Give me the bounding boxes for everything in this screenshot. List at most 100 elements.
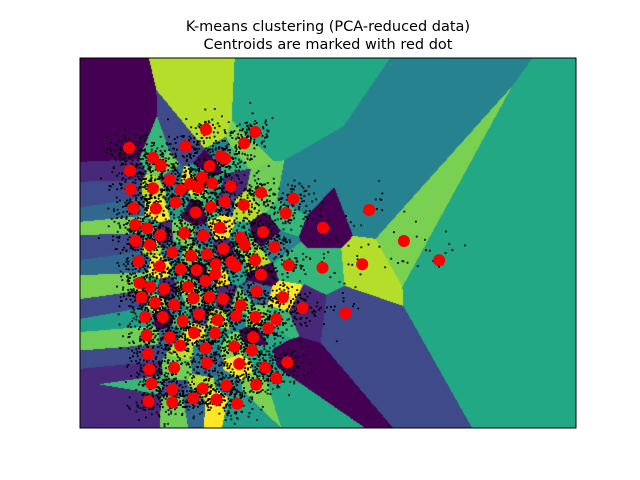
data-point <box>228 167 231 170</box>
data-point <box>220 207 222 209</box>
data-point <box>163 326 166 329</box>
data-point <box>147 152 149 155</box>
data-point <box>122 295 125 298</box>
data-point <box>150 307 153 309</box>
data-point <box>190 126 193 129</box>
data-point <box>142 206 145 208</box>
data-point <box>137 194 140 196</box>
data-point <box>246 264 249 267</box>
data-point <box>221 270 224 273</box>
data-point <box>140 276 143 279</box>
data-point <box>233 153 236 156</box>
data-point <box>151 272 154 274</box>
data-point <box>137 157 140 160</box>
data-point <box>155 225 157 227</box>
data-point <box>160 173 163 175</box>
data-point <box>244 133 247 136</box>
data-point <box>266 248 269 250</box>
data-point <box>145 153 148 155</box>
data-point <box>167 259 170 261</box>
data-point <box>211 312 214 315</box>
data-point <box>193 284 196 287</box>
data-point <box>268 305 271 307</box>
data-point <box>206 304 209 307</box>
data-point <box>196 194 199 196</box>
data-point <box>211 288 213 291</box>
data-point <box>165 298 167 301</box>
data-point <box>168 317 170 319</box>
data-point <box>234 275 237 278</box>
data-point <box>174 152 177 155</box>
data-point <box>150 327 152 330</box>
data-point <box>203 222 205 225</box>
data-point <box>116 174 118 177</box>
data-point <box>292 268 295 271</box>
data-point <box>264 145 266 148</box>
data-point <box>213 255 216 258</box>
data-point <box>129 230 132 232</box>
data-point <box>200 259 202 261</box>
data-point <box>250 283 252 286</box>
data-point <box>137 175 140 178</box>
data-point <box>239 259 242 262</box>
data-point <box>294 309 296 312</box>
data-point <box>263 290 266 293</box>
data-point <box>285 198 288 201</box>
data-point <box>188 135 191 138</box>
data-point <box>142 238 145 241</box>
data-point <box>182 212 184 215</box>
data-point <box>142 266 145 268</box>
data-point <box>165 295 167 298</box>
data-point <box>170 352 173 355</box>
data-point <box>216 122 219 125</box>
data-point <box>170 284 173 287</box>
data-point <box>166 189 169 191</box>
data-point <box>268 297 270 300</box>
data-point <box>204 321 207 324</box>
data-point <box>275 236 278 238</box>
data-point <box>155 310 157 313</box>
data-point <box>152 239 155 241</box>
data-point <box>235 217 238 220</box>
data-point <box>160 296 163 299</box>
data-point <box>261 141 263 143</box>
data-point <box>257 185 260 188</box>
data-point <box>196 222 198 225</box>
data-point <box>233 327 236 330</box>
data-point <box>143 186 146 189</box>
data-point <box>178 297 181 300</box>
data-point <box>227 149 229 152</box>
data-point <box>148 221 151 224</box>
data-point <box>163 256 166 258</box>
data-point <box>132 306 135 308</box>
data-point <box>193 137 196 139</box>
data-point <box>128 335 131 338</box>
data-point <box>254 323 257 326</box>
data-point <box>305 189 308 192</box>
data-point <box>252 192 255 195</box>
data-point <box>148 163 151 166</box>
data-point <box>268 267 270 270</box>
data-point <box>167 206 170 209</box>
data-point <box>156 215 159 218</box>
data-point <box>225 208 227 211</box>
data-point <box>167 322 169 325</box>
data-point <box>187 168 190 170</box>
data-point <box>175 161 177 164</box>
data-point <box>251 112 254 115</box>
data-point <box>164 307 167 310</box>
data-point <box>224 131 226 133</box>
data-point <box>182 312 184 315</box>
data-point <box>202 339 205 342</box>
data-point <box>153 309 156 311</box>
data-point <box>150 177 153 180</box>
data-point <box>159 321 162 324</box>
data-point <box>183 201 186 204</box>
data-point <box>155 277 158 279</box>
data-point <box>197 353 199 355</box>
data-point <box>282 243 285 245</box>
data-point <box>229 301 232 303</box>
data-point <box>167 256 170 259</box>
data-point <box>172 312 175 314</box>
data-point <box>160 188 163 191</box>
